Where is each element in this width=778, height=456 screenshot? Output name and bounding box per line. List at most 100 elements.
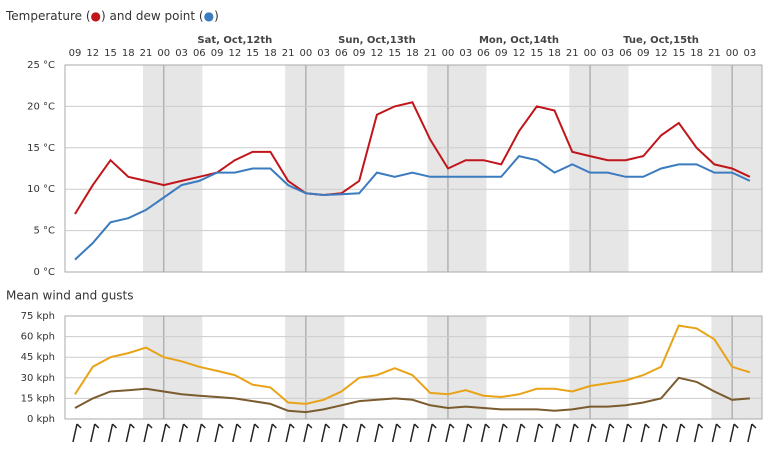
y-tick-label: 45 kph (21, 352, 55, 363)
wind-arrow (516, 423, 526, 443)
wind-arrow (90, 423, 100, 443)
wind-arrow (143, 423, 153, 443)
hour-label: 21 (566, 48, 579, 59)
hour-label: 03 (317, 48, 330, 59)
night-band (143, 65, 203, 272)
hour-label: 21 (424, 48, 437, 59)
wind-arrow (445, 423, 455, 443)
hour-label: 09 (637, 48, 650, 59)
plot-frame (64, 64, 763, 273)
hour-label: 18 (690, 48, 703, 59)
hour-label: 00 (584, 48, 597, 59)
hour-label: 12 (655, 48, 668, 59)
title-part: ) and dew point ( (101, 9, 204, 23)
hour-label: 18 (548, 48, 561, 59)
hour-label: 15 (246, 48, 259, 59)
wind-arrow (605, 423, 615, 443)
hour-label: 00 (442, 48, 455, 59)
wind-arrow (338, 423, 348, 443)
wind-arrow (498, 423, 508, 443)
wind-arrow (551, 423, 562, 443)
legend-dot: ● (204, 9, 214, 23)
hour-label: 03 (601, 48, 614, 59)
series-line (74, 154, 751, 261)
hour-label: 06 (619, 48, 632, 59)
hour-label: 18 (264, 48, 277, 59)
wind-arrow (107, 423, 118, 443)
hour-label: 09 (211, 48, 224, 59)
wind-arrow (427, 423, 437, 443)
wind-arrow (72, 423, 82, 443)
night-band (569, 65, 629, 272)
hour-label: 12 (228, 48, 241, 59)
hour-label: 21 (708, 48, 721, 59)
night-band (427, 316, 487, 419)
hour-label: 15 (530, 48, 543, 59)
y-tick-label: 75 kph (21, 311, 55, 322)
wind-arrow (232, 423, 242, 443)
wind-arrow (249, 423, 260, 443)
series-line (74, 376, 750, 414)
chart-title: Temperature (●) and dew point (●) (5, 9, 219, 23)
wind-arrow (356, 423, 366, 443)
wind-arrow (587, 423, 597, 443)
wind-arrow (161, 423, 171, 443)
wind-arrow (622, 423, 633, 443)
wind-arrow (569, 423, 579, 443)
hour-label: 15 (388, 48, 401, 59)
day-label: Sat, Oct,12th (197, 35, 272, 46)
hour-label: 12 (371, 48, 384, 59)
y-tick-label: 30 kph (21, 373, 55, 384)
wind-arrow (711, 423, 721, 443)
y-tick-label: 60 kph (21, 332, 55, 343)
y-tick-label: 15 °C (27, 143, 55, 154)
hour-label: 00 (726, 48, 739, 59)
night-band (285, 65, 345, 272)
hour-label: 12 (513, 48, 526, 59)
day-label: Sun, Oct,13th (338, 35, 416, 46)
wind-arrow (214, 423, 224, 443)
hour-label: 09 (353, 48, 366, 59)
y-tick-label: 25 °C (27, 60, 55, 71)
wind-arrow (125, 423, 135, 443)
wind-arrow (267, 423, 277, 443)
day-label: Mon, Oct,14th (479, 35, 559, 46)
hour-label: 15 (672, 48, 685, 59)
wind-arrow (658, 423, 668, 443)
hour-label: 15 (104, 48, 117, 59)
hour-label: 06 (477, 48, 490, 59)
wind-arrow (178, 423, 189, 443)
wind-arrow (409, 423, 419, 443)
wind-arrow (534, 423, 544, 443)
hour-label: 18 (122, 48, 135, 59)
y-tick-label: 10 °C (27, 184, 55, 195)
wind-arrow (462, 423, 473, 443)
hour-label: 09 (69, 48, 82, 59)
series-line (74, 101, 751, 215)
wind-arrow (747, 423, 757, 443)
hour-label: 03 (175, 48, 188, 59)
night-band (569, 316, 629, 419)
y-tick-label: 20 °C (27, 101, 55, 112)
wind-arrow (729, 423, 739, 443)
series-line (74, 324, 751, 405)
hour-label: 00 (157, 48, 170, 59)
y-tick-label: 0 °C (33, 267, 55, 278)
wind-arrow (480, 423, 491, 443)
hour-label: 12 (86, 48, 99, 59)
plot-frame (64, 315, 763, 420)
night-band (711, 65, 762, 272)
wind-arrow (374, 423, 384, 443)
day-label: Tue, Oct,15th (623, 35, 699, 46)
wind-arrow (693, 423, 704, 443)
legend-dot: ● (91, 9, 101, 23)
wind-arrow (640, 423, 650, 443)
hour-label: 06 (335, 48, 348, 59)
y-tick-label: 15 kph (21, 393, 55, 404)
hour-label: 21 (140, 48, 153, 59)
y-tick-label: 5 °C (33, 226, 55, 237)
hour-label: 21 (282, 48, 295, 59)
title-part: ) (214, 9, 219, 23)
wind-arrow (391, 423, 402, 443)
